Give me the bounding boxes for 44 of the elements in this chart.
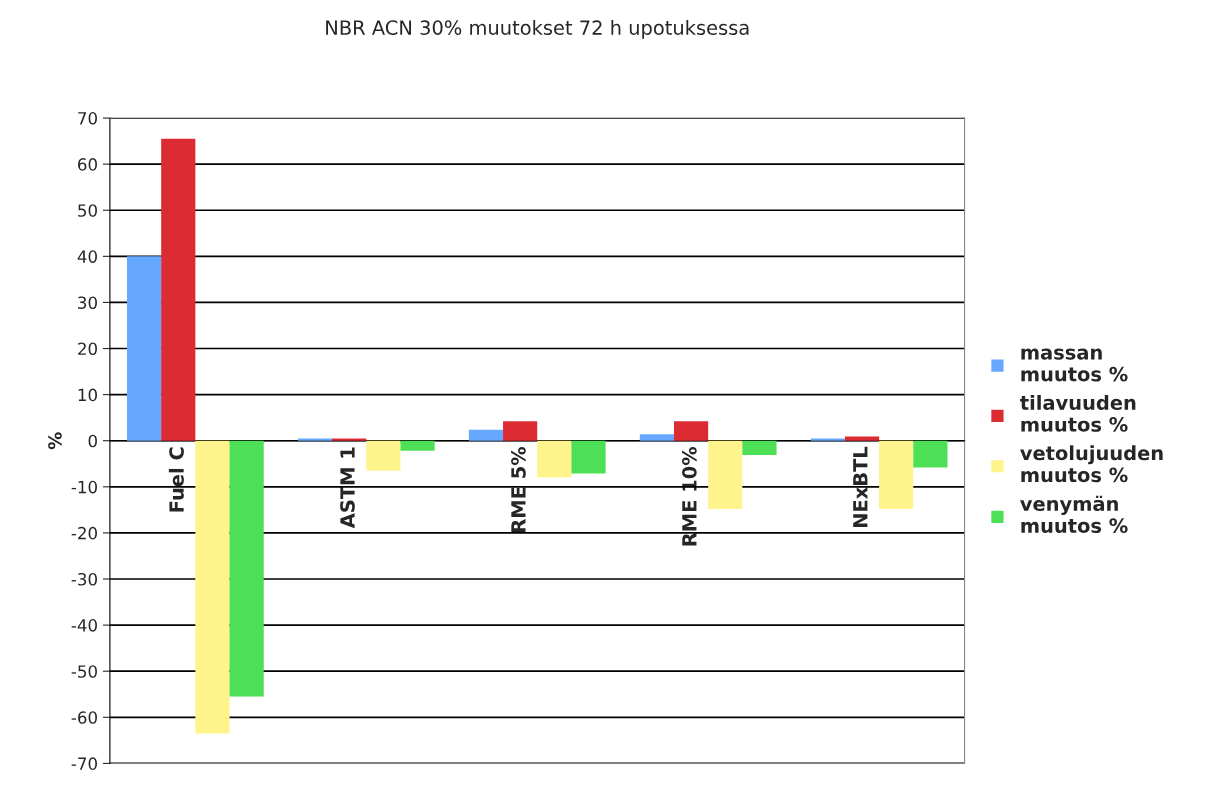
y-tick-label: -40 bbox=[71, 619, 97, 632]
y-tick-label: -10 bbox=[71, 480, 97, 494]
bar bbox=[810, 438, 845, 441]
bar bbox=[742, 440, 777, 456]
bar bbox=[229, 440, 264, 697]
bar bbox=[195, 440, 230, 734]
bar bbox=[571, 440, 606, 474]
bar bbox=[503, 421, 538, 441]
y-tick-label: -50 bbox=[71, 665, 97, 678]
bar bbox=[400, 440, 435, 451]
bar bbox=[332, 438, 367, 441]
y-tick-label: 70 bbox=[78, 112, 97, 125]
x-tick-label: ASTM 1 bbox=[340, 447, 355, 529]
y-tick-label: 30 bbox=[78, 296, 97, 309]
y-axis-title: % bbox=[48, 432, 62, 450]
bar bbox=[879, 440, 914, 509]
y-tick-label: 40 bbox=[77, 250, 97, 263]
chart-title: NBR ACN 30% muutokset 72 h upotuksessa bbox=[326, 19, 749, 39]
bar bbox=[537, 440, 572, 478]
bar bbox=[161, 138, 196, 441]
x-tick-label: RME 5% bbox=[511, 446, 526, 532]
y-tick-label: 20 bbox=[78, 342, 97, 356]
bar bbox=[844, 436, 880, 441]
y-tick-label: 50 bbox=[78, 204, 97, 217]
bar bbox=[468, 429, 504, 441]
x-tick-label: NExBTL bbox=[853, 446, 868, 528]
bar bbox=[673, 421, 709, 441]
bar bbox=[639, 434, 674, 441]
y-tick-label: 0 bbox=[88, 434, 97, 448]
bar bbox=[913, 440, 948, 468]
bar bbox=[366, 440, 401, 471]
legend-label: massan muutos % bbox=[1021, 348, 1128, 382]
y-tick-label: 60 bbox=[78, 158, 97, 171]
bar bbox=[126, 256, 162, 441]
bar bbox=[708, 440, 743, 509]
bar bbox=[297, 438, 333, 441]
legend-label: vetolujuuden muutos % bbox=[1020, 445, 1163, 483]
y-tick-label: -20 bbox=[71, 526, 97, 540]
y-tick-label: -70 bbox=[71, 757, 97, 770]
y-tick-label: -30 bbox=[71, 572, 97, 586]
y-tick-label: 10 bbox=[78, 388, 97, 402]
y-tick-label: -60 bbox=[71, 711, 97, 724]
legend-label: venymän muutos % bbox=[1020, 495, 1128, 534]
x-tick-label: Fuel C bbox=[168, 447, 184, 512]
